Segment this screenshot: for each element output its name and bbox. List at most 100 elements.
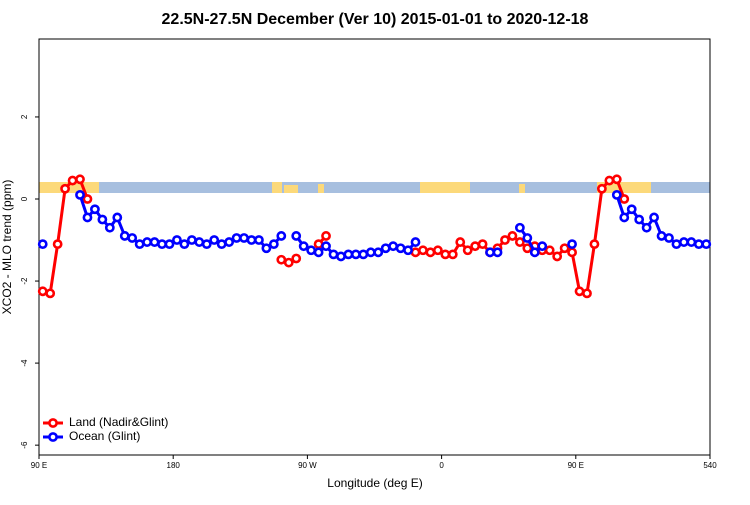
data-point <box>313 239 324 250</box>
data-point <box>365 247 376 258</box>
data-point <box>410 247 421 258</box>
data-point <box>604 175 615 186</box>
data-point <box>447 249 458 260</box>
data-point <box>611 174 622 185</box>
data-point <box>67 175 78 186</box>
data-point <box>37 239 48 250</box>
data-point <box>432 245 443 256</box>
data-point <box>567 247 577 258</box>
data-point <box>246 235 257 245</box>
data-point <box>656 231 667 241</box>
data-point <box>380 243 391 254</box>
legend-marker <box>48 432 58 442</box>
chart-title: 22.5N-27.5N December (Ver 10) 2015-01-01… <box>162 11 589 28</box>
data-point <box>268 239 279 250</box>
data-point <box>231 233 242 243</box>
data-point <box>373 247 384 258</box>
data-point <box>216 239 227 250</box>
data-point <box>104 222 115 233</box>
y-tick-label: -4 <box>20 359 29 367</box>
data-point <box>425 247 436 258</box>
data-point <box>142 237 153 247</box>
data-point <box>500 235 510 245</box>
data-point <box>537 241 548 252</box>
y-tick-label: -2 <box>20 277 29 285</box>
data-point <box>291 231 302 241</box>
data-point <box>589 239 600 250</box>
ocean-strip <box>39 182 710 193</box>
data-point <box>686 237 697 247</box>
data-point <box>440 249 451 260</box>
data-point <box>358 249 369 260</box>
data-point <box>321 241 331 252</box>
data-point <box>239 233 249 243</box>
data-point <box>626 204 637 215</box>
data-point <box>582 288 592 299</box>
land-patch <box>519 184 525 193</box>
data-point <box>671 239 682 250</box>
data-point <box>276 231 287 241</box>
data-point <box>649 212 659 223</box>
data-point <box>641 222 652 233</box>
x-axis-label: Longitude (deg E) <box>327 476 422 490</box>
y-tick-label: 0 <box>20 196 29 201</box>
data-point <box>388 241 399 252</box>
x-tick-label: 90 E <box>568 461 584 470</box>
data-point <box>634 214 645 225</box>
x-tick-label: 180 <box>167 461 181 470</box>
data-point <box>164 239 175 250</box>
data-point <box>559 243 570 254</box>
data-point <box>75 189 85 200</box>
data-point <box>343 249 354 260</box>
data-point <box>574 286 585 297</box>
legend-label: Ocean (Glint) <box>69 429 140 443</box>
y-axis-label: XCO2 - MLO trend (ppm) <box>0 180 14 315</box>
data-point <box>619 212 630 223</box>
data-point <box>552 251 563 262</box>
x-tick-label: 540 <box>703 461 717 470</box>
data-point <box>514 237 525 247</box>
data-point <box>619 194 630 204</box>
data-point <box>336 251 346 262</box>
data-point <box>194 237 205 247</box>
data-point <box>119 231 130 241</box>
data-point <box>507 231 518 241</box>
data-point <box>291 253 302 264</box>
data-point <box>60 183 70 194</box>
data-point <box>485 247 495 258</box>
data-point <box>306 245 317 256</box>
data-point <box>567 239 577 250</box>
data-point <box>149 237 160 247</box>
land-patch <box>318 184 324 193</box>
data-point <box>90 204 100 215</box>
data-point <box>298 241 309 252</box>
x-tick-label: 0 <box>439 461 444 470</box>
data-point <box>313 247 324 258</box>
x-tick-label: 90 E <box>31 461 47 470</box>
y-tick-label: 2 <box>20 114 29 119</box>
data-point <box>283 257 294 268</box>
data-point <box>82 212 93 223</box>
data-point <box>522 233 533 243</box>
data-point <box>157 239 167 250</box>
legend-marker <box>48 418 58 428</box>
data-point <box>112 212 123 223</box>
data-point <box>477 239 488 250</box>
data-point <box>418 245 428 256</box>
data-point <box>611 189 622 200</box>
data-point <box>97 214 108 225</box>
data-point <box>224 237 235 247</box>
data-point <box>254 235 264 245</box>
data-point <box>596 183 607 194</box>
land-patch <box>284 185 298 193</box>
land-patch <box>597 182 651 193</box>
data-point <box>45 288 56 299</box>
data-point <box>179 239 190 250</box>
data-point <box>328 249 339 260</box>
data-point <box>693 239 704 250</box>
data-point <box>201 239 212 250</box>
land-patch <box>420 182 470 193</box>
x-tick-label: 90 W <box>298 461 317 470</box>
data-point <box>75 174 85 185</box>
